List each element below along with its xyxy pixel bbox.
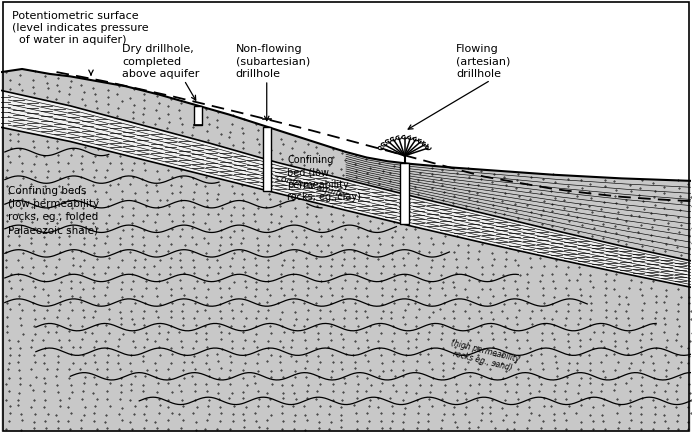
Text: Dry drillhole,
completed
above aquifer: Dry drillhole, completed above aquifer: [122, 45, 199, 79]
Bar: [194, 106, 202, 125]
Polygon shape: [1, 127, 691, 432]
Text: (high permeability
rocks eg., sand): (high permeability rocks eg., sand): [447, 338, 520, 374]
Text: Flowing
(artesian)
drillhole: Flowing (artesian) drillhole: [456, 45, 511, 79]
Polygon shape: [1, 69, 691, 261]
Text: Potentiometric surface
(level indicates pressure
  of water in aquifer): Potentiometric surface (level indicates …: [12, 10, 148, 45]
Polygon shape: [1, 90, 691, 287]
Bar: [401, 163, 409, 224]
Bar: [262, 126, 271, 191]
Text: Confining beds
(low permeability
rocks, eg., folded
Palaeozoic shale): Confining beds (low permeability rocks, …: [8, 186, 100, 236]
Text: Non-flowing
(subartesian)
drillhole: Non-flowing (subartesian) drillhole: [236, 45, 310, 79]
Text: Confining
bed (low
permeability
rocks, eg.,clay): Confining bed (low permeability rocks, e…: [287, 155, 361, 202]
Text: confined aquifer: confined aquifer: [275, 173, 348, 200]
